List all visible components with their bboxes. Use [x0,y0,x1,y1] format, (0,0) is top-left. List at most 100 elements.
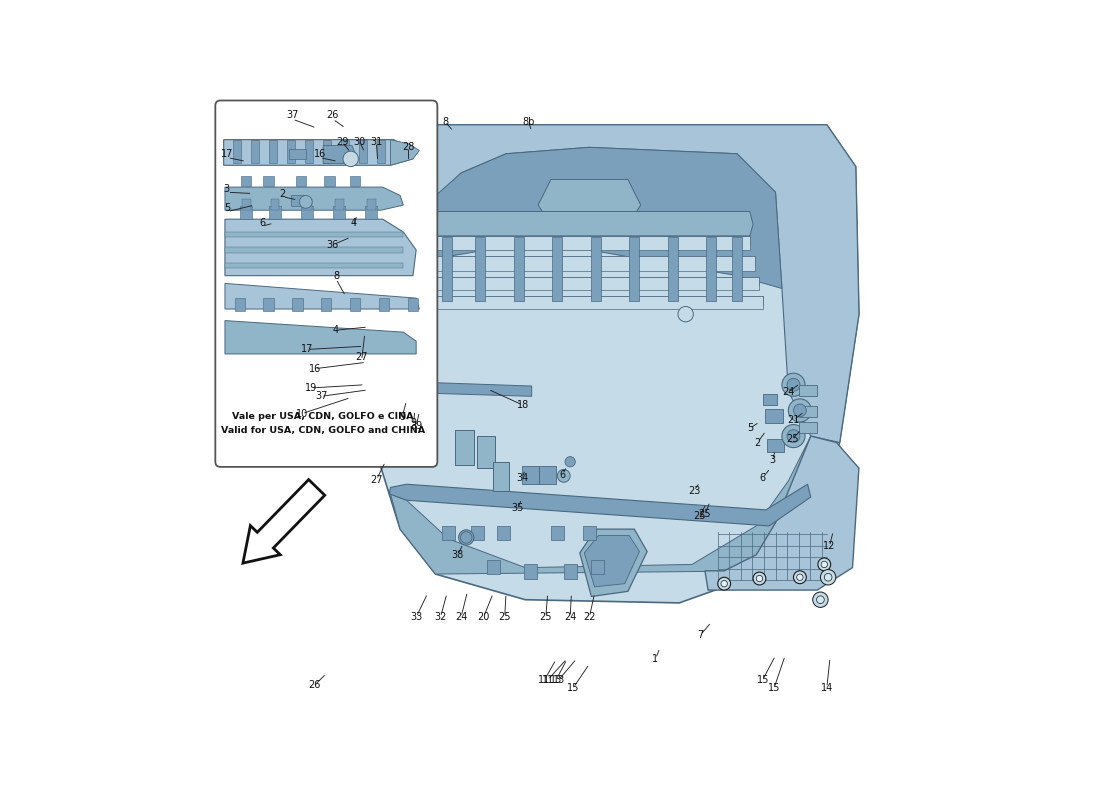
Circle shape [362,150,369,156]
Polygon shape [292,195,306,206]
Polygon shape [419,211,754,236]
Circle shape [343,151,359,166]
Polygon shape [442,526,454,540]
Polygon shape [471,526,484,540]
Circle shape [718,578,730,590]
Polygon shape [522,466,539,484]
Polygon shape [324,176,334,186]
Text: 35: 35 [512,503,524,513]
Polygon shape [301,206,312,219]
Text: 4: 4 [350,218,356,228]
Polygon shape [592,560,604,574]
Text: 38: 38 [452,550,464,560]
Polygon shape [224,247,404,253]
Text: 32: 32 [434,612,447,622]
Polygon shape [234,298,245,311]
Text: 30: 30 [353,137,366,147]
Text: 37: 37 [315,391,328,402]
Polygon shape [514,237,524,302]
Text: 26: 26 [309,680,321,690]
Polygon shape [224,321,416,354]
Polygon shape [296,176,306,186]
Polygon shape [224,263,404,268]
Polygon shape [287,140,295,163]
Polygon shape [323,140,331,163]
Polygon shape [580,529,647,597]
Polygon shape [584,535,639,587]
Text: 16: 16 [309,364,321,374]
Text: 22: 22 [583,612,596,622]
Polygon shape [351,195,402,240]
Circle shape [346,155,354,162]
Text: 8b: 8b [522,117,535,126]
Polygon shape [233,140,241,163]
Circle shape [678,306,693,322]
Polygon shape [366,198,376,210]
Polygon shape [242,198,251,210]
Text: 2: 2 [279,189,286,198]
Polygon shape [799,386,816,396]
Polygon shape [422,236,750,245]
Circle shape [565,457,575,467]
Polygon shape [224,283,419,309]
Polygon shape [706,237,716,302]
Polygon shape [400,360,418,372]
Text: 20: 20 [477,612,490,622]
Polygon shape [416,277,759,286]
Circle shape [359,146,372,159]
Polygon shape [408,298,418,311]
Text: 26: 26 [327,110,339,120]
Polygon shape [365,125,859,603]
Circle shape [818,558,830,571]
Polygon shape [705,436,859,590]
Text: 23: 23 [688,486,701,496]
Text: 25: 25 [785,434,799,444]
Text: 25: 25 [539,612,552,622]
Text: 36: 36 [327,240,339,250]
Text: 24: 24 [455,612,468,622]
Circle shape [720,581,727,587]
Text: 15: 15 [757,675,769,685]
Circle shape [344,146,358,159]
Text: 3: 3 [223,184,230,194]
Text: 8: 8 [442,117,448,126]
Polygon shape [390,436,839,574]
Text: 27: 27 [370,474,383,485]
Text: 9: 9 [410,418,417,428]
Polygon shape [323,146,355,163]
Polygon shape [412,296,762,305]
Text: 9: 9 [399,412,405,422]
Polygon shape [378,298,389,311]
Text: 13: 13 [552,675,564,685]
Text: 21: 21 [788,415,800,425]
Text: Vale per USA, CDN, GOLFO e CINA: Vale per USA, CDN, GOLFO e CINA [232,412,414,422]
Polygon shape [350,176,361,186]
Polygon shape [583,526,596,540]
Circle shape [788,378,800,391]
Circle shape [793,404,806,417]
Text: 6: 6 [260,218,265,228]
Polygon shape [763,394,778,406]
Polygon shape [302,198,311,210]
Polygon shape [224,187,404,210]
Polygon shape [493,462,509,490]
Text: 17: 17 [221,149,233,158]
Text: 24: 24 [564,612,576,622]
Text: 25: 25 [693,511,706,522]
Polygon shape [416,277,759,290]
Text: 14: 14 [821,682,833,693]
Circle shape [461,532,472,543]
Polygon shape [563,565,576,578]
Polygon shape [629,237,639,302]
Polygon shape [223,140,412,166]
Text: 33: 33 [410,612,422,622]
Polygon shape [768,439,783,452]
Text: 13: 13 [550,675,562,685]
Text: 17: 17 [301,345,314,354]
Text: 8: 8 [333,270,339,281]
Polygon shape [365,125,859,442]
Text: 37: 37 [286,110,298,120]
Circle shape [782,425,805,448]
Text: 10: 10 [296,409,308,418]
Polygon shape [732,237,742,302]
